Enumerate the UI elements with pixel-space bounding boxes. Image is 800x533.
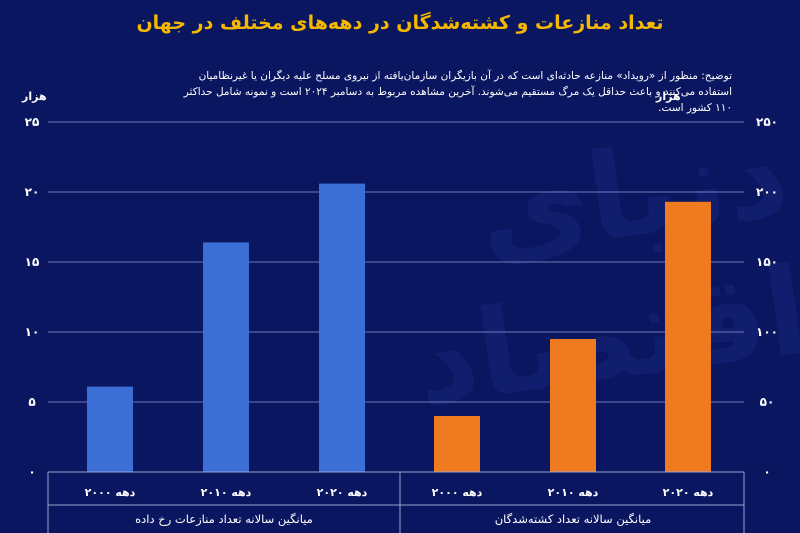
right-axis-unit: هزار xyxy=(656,90,681,103)
right-y-tick-label: ۱۵۰ xyxy=(756,255,778,269)
left-y-tick-label: ۵ xyxy=(28,395,35,409)
right-y-tick-label: ۲۰۰ xyxy=(756,185,778,199)
left-axis-unit: هزار xyxy=(22,90,47,103)
x-category-label: دهه ۲۰۲۰ xyxy=(317,486,368,499)
x-category-label: دهه ۲۰۱۰ xyxy=(201,486,252,499)
x-category-label: دهه ۲۰۲۰ xyxy=(663,486,714,499)
left-group-label: میانگین سالانه تعداد منازعات رخ داده xyxy=(135,512,313,526)
left-y-tick-label: ۱۵ xyxy=(25,255,40,269)
left-y-tick-label: ۱۰ xyxy=(25,325,40,339)
x-category-label: دهه ۲۰۰۰ xyxy=(432,486,483,499)
death-bar xyxy=(550,339,596,472)
chart-title: تعداد منازعات و کشته‌شدگان در دهه‌های مخ… xyxy=(136,12,664,34)
left-y-tick-label: ۲۰ xyxy=(25,185,40,199)
conflict-bar xyxy=(87,386,133,472)
right-y-tick-label: ۰ xyxy=(763,465,770,479)
conflict-bar xyxy=(203,242,249,472)
chart-note: توضیح: منظور از «رویداد» منازعه حادثه‌ای… xyxy=(183,70,732,114)
right-group-label: میانگین سالانه تعداد کشته‌شدگان xyxy=(494,512,652,526)
death-bar xyxy=(665,201,711,473)
right-y-tick-label: ۱۰۰ xyxy=(756,325,778,339)
conflict-bar xyxy=(319,183,365,472)
right-y-tick-label: ۲۵۰ xyxy=(756,115,778,129)
right-y-tick-label: ۵۰ xyxy=(760,395,775,409)
x-category-label: دهه ۲۰۰۰ xyxy=(85,486,136,499)
left-y-tick-label: ۰ xyxy=(28,465,35,479)
death-bar xyxy=(434,416,480,472)
x-category-label: دهه ۲۰۱۰ xyxy=(548,486,599,499)
left-y-tick-label: ۲۵ xyxy=(25,115,40,129)
